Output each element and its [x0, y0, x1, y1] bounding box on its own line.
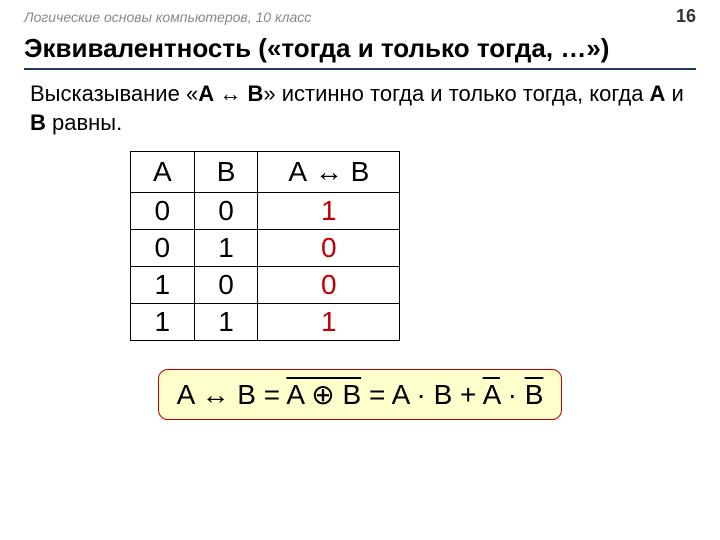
desc-mid: » истинно тогда и только тогда, когда	[263, 81, 649, 106]
cell-a: 0	[131, 193, 195, 230]
slide-header: Логические основы компьютеров, 10 класс …	[0, 0, 720, 29]
formula-r1b: B	[434, 379, 453, 410]
table-row: 0 1 0	[131, 230, 400, 267]
cell-b: 1	[194, 304, 258, 341]
header-page-number: 16	[676, 6, 696, 27]
description: Высказывание «A ↔ B» истинно тогда и тол…	[30, 80, 690, 137]
col-a: A	[131, 152, 195, 193]
formula-eq2: =	[361, 379, 391, 410]
desc-suffix: равны.	[46, 110, 122, 135]
truth-table-wrap: A B А ↔ B 0 0 1 0 1 0 1 0 0 1 1 1	[0, 151, 720, 341]
truth-table: A B А ↔ B 0 0 1 0 1 0 1 0 0 1 1 1	[130, 151, 400, 341]
slide-title: Эквивалентность («тогда и только тогда, …	[24, 33, 696, 70]
table-row: 1 0 0	[131, 267, 400, 304]
table-header-row: A B А ↔ B	[131, 152, 400, 193]
cell-r: 0	[258, 267, 400, 304]
formula-r2dot: ·	[500, 379, 525, 410]
desc-mid2: и	[665, 81, 683, 106]
cell-b: 0	[194, 193, 258, 230]
formula-box: A ↔ B = A ⊕ B = A · B + A · B	[158, 369, 563, 420]
cell-r: 1	[258, 193, 400, 230]
desc-bold2: А	[650, 81, 666, 106]
col-b: B	[194, 152, 258, 193]
table-row: 0 0 1	[131, 193, 400, 230]
cell-a: 0	[131, 230, 195, 267]
cell-b: 0	[194, 267, 258, 304]
formula-r1a: A	[392, 379, 409, 410]
formula-r1dot: ·	[409, 379, 434, 410]
formula-eq1: =	[256, 379, 286, 410]
desc-bold3: В	[30, 110, 46, 135]
desc-pref: Высказывание «	[30, 81, 198, 106]
formula-lhs: A ↔ B	[177, 379, 256, 410]
header-course: Логические основы компьютеров, 10 класс	[24, 9, 311, 25]
cell-b: 1	[194, 230, 258, 267]
cell-r: 1	[258, 304, 400, 341]
formula-r2a-over: A	[483, 379, 500, 410]
formula-plus: +	[452, 379, 482, 410]
cell-r: 0	[258, 230, 400, 267]
formula-mid-overline: A ⊕ B	[286, 379, 361, 410]
formula-r2b-over: B	[525, 379, 544, 410]
table-row: 1 1 1	[131, 304, 400, 341]
desc-bold1: A ↔ B	[198, 81, 263, 106]
cell-a: 1	[131, 304, 195, 341]
cell-a: 1	[131, 267, 195, 304]
col-res: А ↔ B	[258, 152, 400, 193]
